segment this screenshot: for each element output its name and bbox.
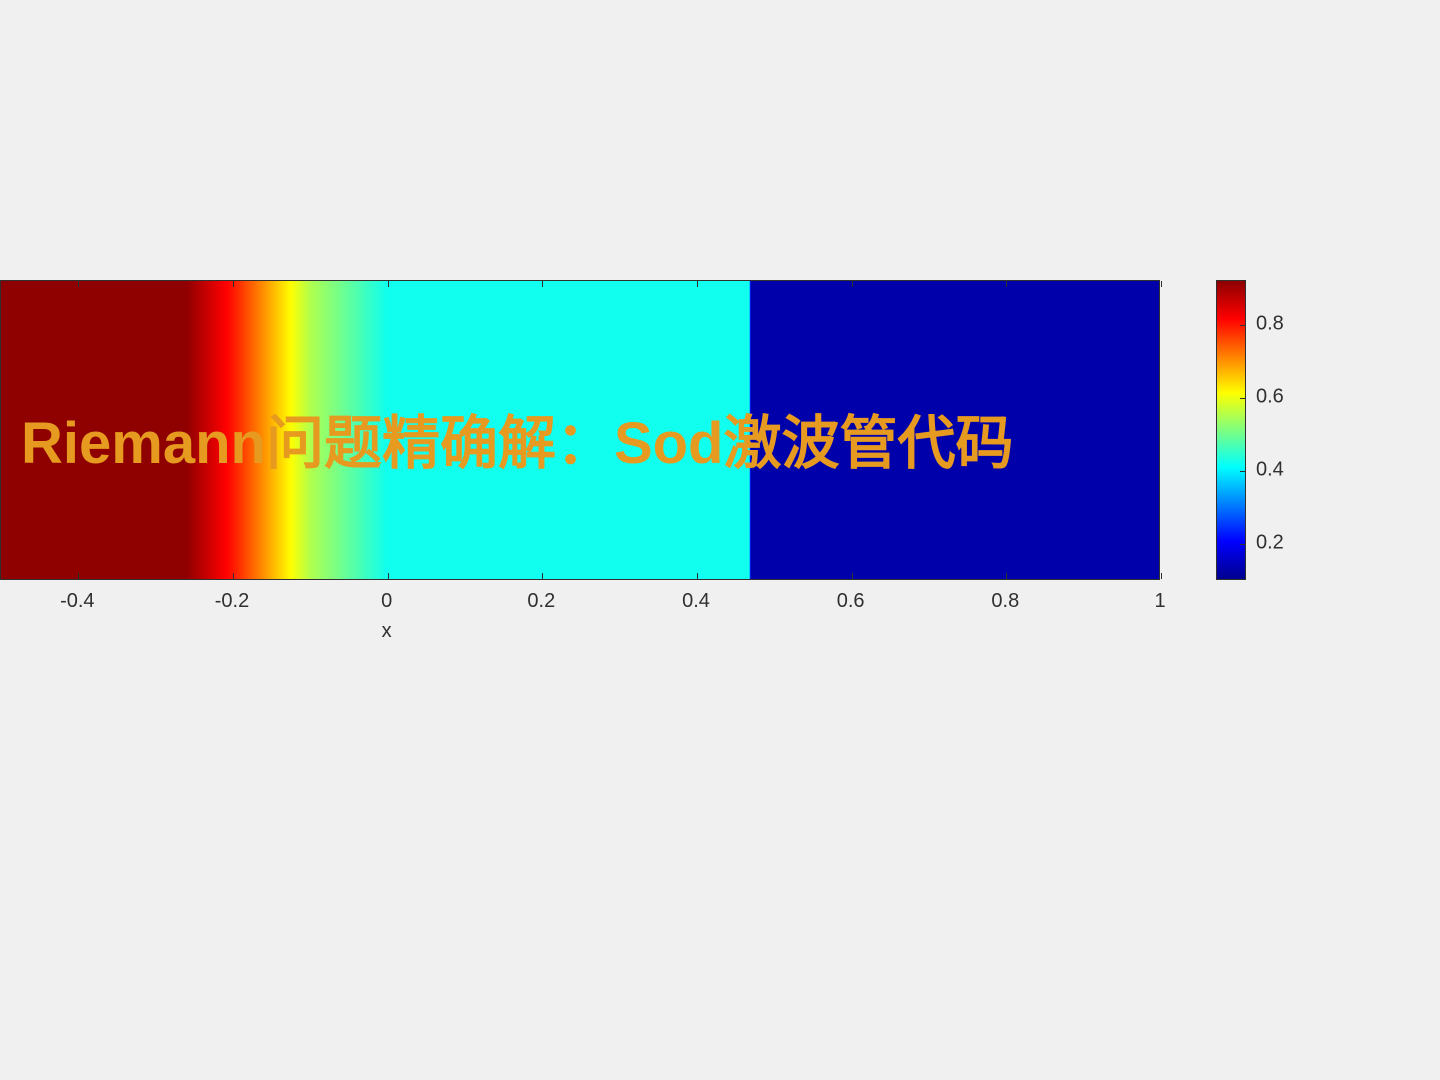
x-tick-label: 0.4 <box>682 590 710 613</box>
x-axis-label: x <box>382 620 392 643</box>
colorbar-tick <box>1240 325 1245 326</box>
x-tick <box>233 573 234 579</box>
x-tick-label: 0.8 <box>991 590 1019 613</box>
x-tick-label: 0.2 <box>527 590 555 613</box>
heatmap-axes: Riemann问题精确解：Sod激波管代码 <box>0 280 1160 580</box>
x-tick <box>542 573 543 579</box>
x-tick <box>542 281 543 287</box>
x-tick <box>1161 573 1162 579</box>
colorbar-tick-label: 0.8 <box>1256 312 1284 335</box>
colorbar-tick <box>1240 398 1245 399</box>
x-tick <box>388 573 389 579</box>
colorbar <box>1216 280 1246 580</box>
x-tick <box>388 281 389 287</box>
x-tick-label: 0 <box>381 590 392 613</box>
x-tick-label: 0.6 <box>837 590 865 613</box>
colorbar-tick <box>1240 544 1245 545</box>
x-tick <box>1006 573 1007 579</box>
colorbar-tick-label: 0.6 <box>1256 386 1284 409</box>
colorbar-tick-label: 0.2 <box>1256 532 1284 555</box>
heatmap-canvas <box>1 281 1159 579</box>
x-tick <box>697 573 698 579</box>
x-tick-label: -0.2 <box>215 590 249 613</box>
x-tick <box>78 281 79 287</box>
x-tick <box>233 281 234 287</box>
x-tick <box>1161 281 1162 287</box>
figure-area: Riemann问题精确解：Sod激波管代码 -0.4 -0.2 0 0.2 0.4 0.6… <box>0 280 1440 660</box>
x-tick-label: -0.4 <box>60 590 94 613</box>
colorbar-tick-label: 0.4 <box>1256 459 1284 482</box>
x-tick <box>852 573 853 579</box>
x-tick <box>852 281 853 287</box>
colorbar-tick <box>1240 471 1245 472</box>
x-tick <box>78 573 79 579</box>
x-tick <box>1006 281 1007 287</box>
x-tick <box>697 281 698 287</box>
x-tick-label: 1 <box>1154 590 1165 613</box>
